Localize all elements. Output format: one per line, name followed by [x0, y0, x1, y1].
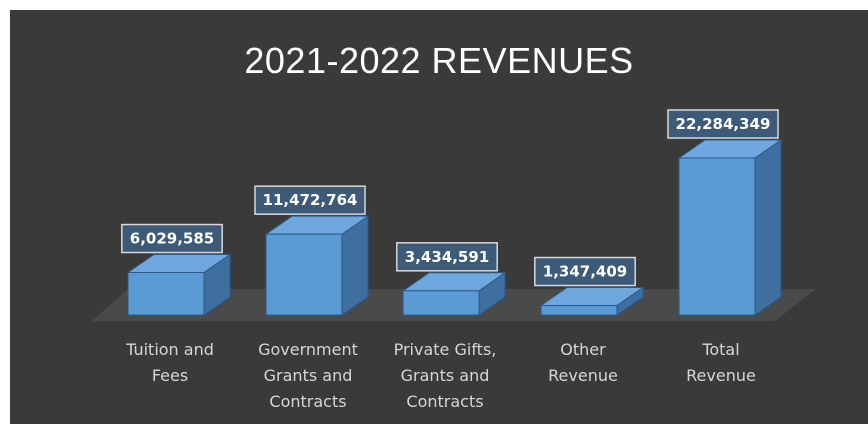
category-label-line: Contracts — [406, 392, 483, 411]
category-label-4: Total Revenue — [686, 340, 756, 385]
category-label-line: Private Gifts, — [394, 340, 497, 359]
category-label-line: Total — [701, 340, 739, 359]
data-label-3: 1,347,409 — [543, 263, 627, 281]
data-label-box-2 — [396, 242, 498, 272]
category-label-line: Other — [560, 340, 606, 359]
category-label-2: Private Gifts, Grants and Contracts — [394, 340, 497, 411]
category-label-line: Fees — [152, 366, 188, 385]
data-label-box-0 — [121, 223, 223, 254]
data-label-1: 11,472,764 — [263, 191, 358, 209]
category-label-line: Revenue — [548, 366, 618, 385]
data-label-2: 3,434,591 — [405, 248, 489, 266]
bar-3 — [540, 305, 618, 316]
bar-1 — [265, 233, 343, 316]
category-label-0: Tuition and Fees — [125, 340, 214, 385]
category-label-line: Grants and — [264, 366, 353, 385]
data-label-box-3 — [534, 256, 636, 287]
chart-frame: 2021-2022 REVENUES 6,029,585 Tuition and F… — [10, 10, 868, 424]
bar-4 — [678, 157, 756, 316]
data-label-4: 22,284,349 — [676, 115, 771, 133]
chart-plot: 6,029,585 Tuition and Fees 11,472,764 Govern… — [92, 109, 816, 411]
bar-side-4 — [754, 139, 782, 316]
chart-title: 2021-2022 REVENUES — [244, 40, 634, 81]
category-label-line: Government — [258, 340, 358, 359]
category-label-line: Grants and — [401, 366, 490, 385]
data-label-box-4 — [667, 109, 779, 139]
category-label-3: Other Revenue — [548, 340, 618, 385]
category-label-line: Tuition and — [125, 340, 214, 359]
category-label-line: Revenue — [686, 366, 756, 385]
bar-2 — [402, 290, 480, 316]
category-label-1: Government Grants and Contracts — [258, 340, 358, 411]
data-label-0: 6,029,585 — [130, 230, 214, 248]
category-label-line: Contracts — [269, 392, 346, 411]
bar-0 — [127, 272, 205, 316]
data-label-box-1 — [254, 185, 366, 215]
